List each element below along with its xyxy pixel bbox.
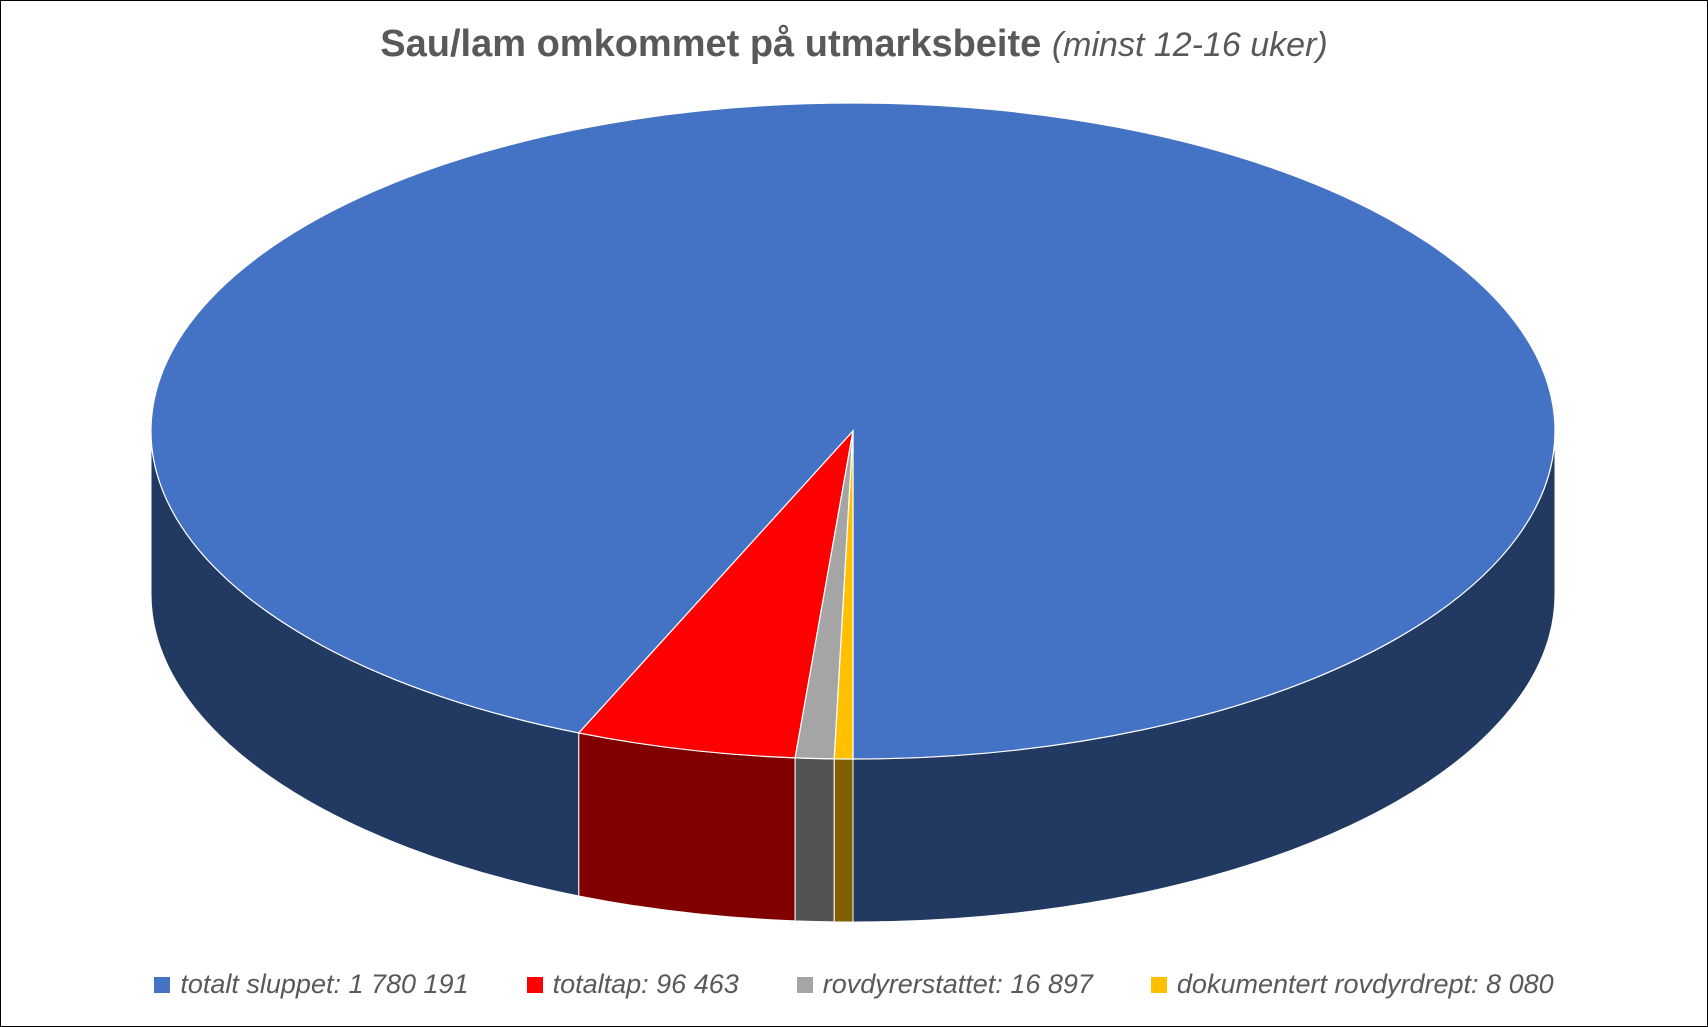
chart-title-sub: (minst 12-16 uker) (1051, 26, 1328, 64)
legend-swatch (1150, 976, 1167, 993)
pie-slice-totaltap (577, 429, 854, 759)
legend-label: totaltap: 96 463 (552, 969, 739, 999)
legend-label: dokumentert rovdyrdrept: 8 080 (1176, 969, 1554, 999)
pie-side-rovdyrerstattet (794, 757, 835, 923)
legend-item-totalt-sluppet: totalt sluppet: 1 780 191 (154, 969, 469, 1000)
legend-item-rovdyrerstattet: rovdyrerstattet: 16 897 (796, 969, 1093, 1000)
pie-side-totaltap (578, 732, 796, 922)
pie-slice-dokumentert-rovdyrdrept (833, 430, 854, 760)
legend-item-totaltap: totaltap: 96 463 (526, 969, 739, 1000)
chart-legend: totalt sluppet: 1 780 191 totaltap: 96 46… (1, 969, 1707, 1000)
legend-label: rovdyrerstattet: 16 897 (822, 969, 1093, 999)
legend-swatch (796, 976, 813, 993)
pie-side-dokumentert-rovdyrdrept (833, 758, 854, 923)
legend-swatch (526, 976, 543, 993)
legend-item-dokumentert-rovdyrdrept: dokumentert rovdyrdrept: 8 080 (1150, 969, 1554, 1000)
chart-title-main: Sau/lam omkommet på utmarksbeite (380, 23, 1042, 65)
legend-swatch (154, 976, 171, 993)
chart-title: Sau/lam omkommet på utmarksbeite (minst … (1, 23, 1707, 66)
legend-label: totalt sluppet: 1 780 191 (180, 969, 469, 999)
